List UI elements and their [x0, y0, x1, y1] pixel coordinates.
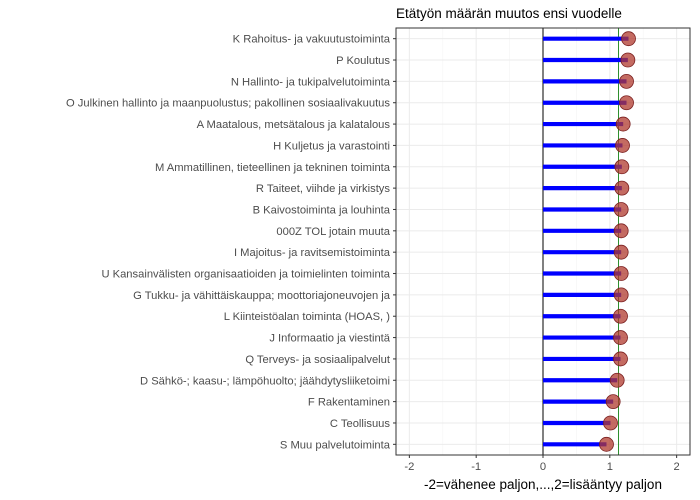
- panel-border: [395, 27, 691, 456]
- category-label: B Kaivostoiminta ja louhinta: [253, 204, 391, 216]
- category-label: A Maatalous, metsätalous ja kalatalous: [197, 119, 391, 131]
- lollipop-point: [615, 116, 631, 132]
- category-label: J Informaatio ja viestintä: [269, 333, 390, 345]
- lollipop-point: [613, 330, 628, 345]
- lollipop-point: [605, 394, 621, 410]
- category-label: G Tukku- ja vähittäiskauppa; moottoriajo…: [133, 290, 391, 302]
- lollipop-point: [613, 223, 629, 239]
- lollipop-point: [619, 95, 634, 111]
- category-label: L Kiinteistöalan toiminta (HOAS, ): [224, 311, 390, 323]
- x-tick-label: -2: [404, 461, 414, 473]
- category-label: R Taiteet, viihde ja virkistys: [256, 183, 390, 195]
- lollipop-point: [613, 308, 628, 324]
- lollipop-point: [615, 138, 630, 153]
- lollipop-point: [614, 159, 630, 175]
- x-tick-label: 2: [674, 461, 680, 473]
- lollipop-point: [621, 31, 636, 47]
- lollipop-point: [609, 372, 625, 388]
- lollipop-point: [613, 287, 629, 303]
- x-tick-label: 1: [607, 461, 613, 473]
- chart-title: Etätyön määrän muutos ensi vuodelle: [396, 6, 622, 21]
- category-label: I Majoitus- ja ravitsemistoiminta: [234, 247, 391, 259]
- category-label: O Julkinen hallinto ja maanpuolustus; pa…: [66, 98, 390, 110]
- category-label: D Sähkö-; kaasu-; lämpöhuolto; jäähdytys…: [140, 375, 390, 387]
- x-tick-label: -1: [471, 461, 481, 473]
- lollipop-point: [613, 266, 629, 281]
- lollipop-point: [603, 415, 618, 431]
- category-label: P Koulutus: [336, 55, 390, 67]
- category-labels: K Rahoitus- ja vakuutustoiminta P Koulutu…: [66, 34, 396, 451]
- category-label: 000Z TOL jotain muuta: [276, 226, 390, 238]
- lollipop-point: [619, 73, 634, 89]
- lollipop-point: [614, 180, 630, 196]
- category-label: Q Terveys- ja sosiaalipalvelut: [245, 354, 391, 366]
- category-label: C Teollisuus: [330, 418, 391, 430]
- data-marks: [543, 31, 636, 452]
- category-label: S Muu palvelutoiminta: [280, 439, 391, 451]
- category-label: M Ammatillinen, tieteellinen ja tekninen…: [155, 162, 391, 174]
- category-label: H Kuljetus ja varastointi: [273, 140, 390, 152]
- category-label: N Hallinto- ja tukipalvelutoiminta: [231, 76, 391, 88]
- lollipop-point: [620, 52, 636, 68]
- x-tick-labels: -2 -1 0 1 2: [404, 455, 680, 473]
- lollipop-point: [599, 436, 614, 452]
- lollipop-point: [613, 244, 629, 260]
- x-tick-label: 0: [540, 461, 546, 473]
- lollipop-point: [613, 202, 629, 217]
- x-axis-title: -2=vähenee paljon,...,2=lisääntyy paljon: [424, 477, 662, 492]
- category-label: U Kansainvälisten organisaatioiden ja to…: [101, 269, 390, 281]
- lollipop-point: [613, 351, 628, 367]
- category-label: K Rahoitus- ja vakuutustoiminta: [233, 34, 391, 46]
- category-label: F Rakentaminen: [308, 397, 390, 409]
- reference-lines: [542, 28, 620, 455]
